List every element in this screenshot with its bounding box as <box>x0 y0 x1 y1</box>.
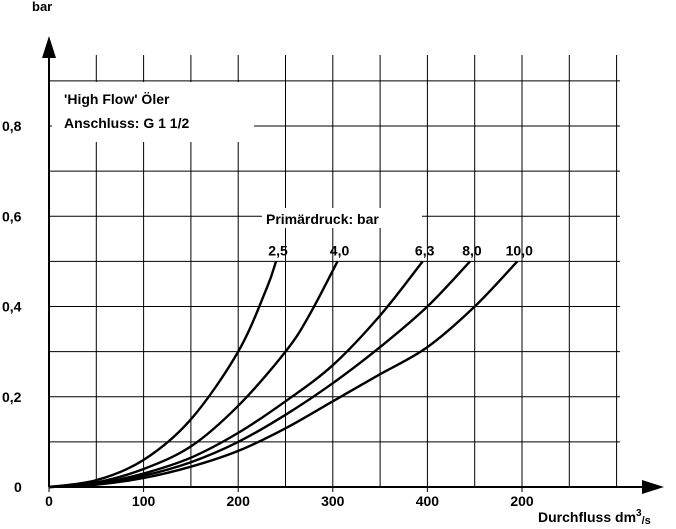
x-tick-label: 0 <box>45 493 53 509</box>
y-tick-label: 0,2 <box>2 389 22 405</box>
series-label: 4,0 <box>330 242 350 258</box>
x-tick-label: 200 <box>227 493 251 509</box>
y-axis-arrow <box>42 36 56 58</box>
series-curve <box>48 260 424 489</box>
series-label: 6,3 <box>415 242 435 258</box>
chart-axes <box>42 36 664 494</box>
series-label: 2,5 <box>268 242 288 258</box>
chart-title: 'High Flow' Öler <box>64 91 170 107</box>
series-label: 10,0 <box>506 242 533 258</box>
series-labels: 2,5 4,0 6,3 8,0 10,0 <box>268 242 533 258</box>
y-tick-label: 0,4 <box>2 299 22 315</box>
series-curve <box>48 260 519 489</box>
y-tick-label: 0,6 <box>2 208 22 224</box>
series-label: 8,0 <box>462 242 482 258</box>
chart-ticks: 0 100 200 300 400 200 0 0,2 0,4 0,6 0,8 <box>2 118 534 509</box>
x-tick-label: 200 <box>510 493 534 509</box>
chart-curves <box>48 260 519 489</box>
x-axis-label: Durchfluss dm3/s <box>538 508 651 527</box>
x-axis-label-main: Durchfluss dm <box>538 509 636 525</box>
legend-title: Primärdruck: bar <box>266 211 379 227</box>
y-axis-label: bar <box>32 0 52 14</box>
x-axis-label-tail: /s <box>642 515 651 527</box>
x-tick-label: 100 <box>132 493 156 509</box>
x-axis-label-sup: 3 <box>636 508 642 519</box>
series-curve <box>48 260 339 489</box>
series-curve <box>48 260 471 489</box>
x-axis-arrow <box>642 480 664 494</box>
chart-subtitle: Anschluss: G 1 1/2 <box>64 115 189 131</box>
y-tick-label: 0 <box>14 479 22 495</box>
series-curve <box>48 261 278 489</box>
x-tick-label: 300 <box>321 493 345 509</box>
x-tick-label: 400 <box>416 493 440 509</box>
legend-title-bg <box>262 208 422 228</box>
title-box <box>52 82 254 142</box>
y-tick-label: 0,8 <box>2 118 22 134</box>
